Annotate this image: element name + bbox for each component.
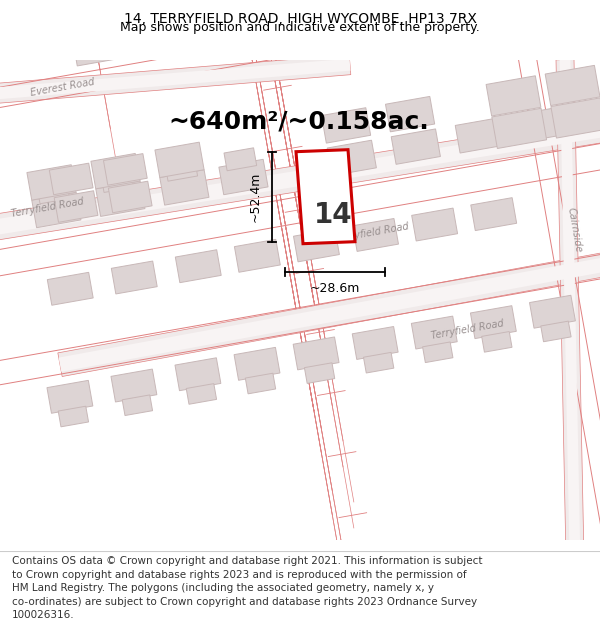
Text: Terryfield Road: Terryfield Road bbox=[335, 221, 409, 244]
Polygon shape bbox=[560, 59, 580, 560]
Polygon shape bbox=[0, 59, 350, 101]
Text: to Crown copyright and database rights 2023 and is reproduced with the permissio: to Crown copyright and database rights 2… bbox=[12, 570, 467, 580]
Polygon shape bbox=[455, 118, 505, 153]
Polygon shape bbox=[265, 1, 308, 32]
Polygon shape bbox=[412, 208, 458, 241]
Polygon shape bbox=[541, 321, 571, 342]
Polygon shape bbox=[412, 316, 457, 349]
Polygon shape bbox=[245, 373, 275, 394]
Polygon shape bbox=[112, 261, 157, 294]
Polygon shape bbox=[556, 59, 584, 560]
Polygon shape bbox=[545, 66, 600, 106]
Polygon shape bbox=[422, 342, 453, 362]
Text: 100026316.: 100026316. bbox=[12, 611, 74, 621]
Polygon shape bbox=[234, 348, 280, 380]
Polygon shape bbox=[58, 406, 89, 427]
Text: Everest Road: Everest Road bbox=[30, 77, 96, 98]
Polygon shape bbox=[486, 76, 541, 116]
Polygon shape bbox=[551, 98, 600, 138]
Polygon shape bbox=[165, 158, 197, 181]
Polygon shape bbox=[391, 129, 440, 164]
Polygon shape bbox=[160, 170, 209, 205]
Polygon shape bbox=[111, 369, 157, 402]
Polygon shape bbox=[59, 254, 600, 372]
Polygon shape bbox=[73, 34, 116, 66]
Polygon shape bbox=[47, 381, 93, 413]
Polygon shape bbox=[224, 148, 257, 171]
Text: 14: 14 bbox=[314, 201, 353, 229]
Polygon shape bbox=[175, 357, 221, 391]
Polygon shape bbox=[27, 165, 76, 200]
Text: ~640m²/~0.158ac.: ~640m²/~0.158ac. bbox=[168, 110, 429, 134]
Text: Map shows position and indicative extent of the property.: Map shows position and indicative extent… bbox=[120, 21, 480, 34]
Polygon shape bbox=[471, 198, 517, 231]
Polygon shape bbox=[304, 362, 335, 383]
Text: Contains OS data © Crown copyright and database right 2021. This information is : Contains OS data © Crown copyright and d… bbox=[12, 556, 482, 566]
Polygon shape bbox=[0, 114, 600, 242]
Text: ~52.4m: ~52.4m bbox=[249, 171, 262, 222]
Text: Terryfield Road: Terryfield Road bbox=[430, 318, 505, 341]
Polygon shape bbox=[49, 163, 93, 195]
Polygon shape bbox=[293, 337, 339, 370]
Text: co-ordinates) are subject to Crown copyright and database rights 2023 Ordnance S: co-ordinates) are subject to Crown copyr… bbox=[12, 597, 477, 607]
Polygon shape bbox=[47, 272, 93, 305]
Polygon shape bbox=[530, 295, 575, 328]
Text: 14, TERRYFIELD ROAD, HIGH WYCOMBE, HP13 7RX: 14, TERRYFIELD ROAD, HIGH WYCOMBE, HP13 … bbox=[124, 12, 476, 26]
Polygon shape bbox=[109, 181, 152, 213]
Polygon shape bbox=[482, 331, 512, 352]
Polygon shape bbox=[186, 384, 217, 404]
Polygon shape bbox=[32, 192, 81, 228]
Polygon shape bbox=[201, 12, 245, 43]
Polygon shape bbox=[0, 119, 600, 238]
Polygon shape bbox=[322, 107, 371, 143]
Polygon shape bbox=[122, 395, 152, 416]
Polygon shape bbox=[101, 169, 134, 192]
Polygon shape bbox=[492, 108, 547, 149]
Polygon shape bbox=[175, 250, 221, 282]
Polygon shape bbox=[364, 352, 394, 373]
Polygon shape bbox=[352, 326, 398, 359]
Polygon shape bbox=[329, 0, 373, 21]
Polygon shape bbox=[470, 306, 517, 339]
Polygon shape bbox=[327, 140, 376, 176]
Polygon shape bbox=[235, 239, 280, 272]
Polygon shape bbox=[103, 154, 147, 185]
Polygon shape bbox=[0, 55, 351, 104]
Polygon shape bbox=[37, 181, 70, 204]
Polygon shape bbox=[293, 229, 340, 262]
Polygon shape bbox=[58, 250, 600, 376]
Polygon shape bbox=[91, 154, 140, 189]
Polygon shape bbox=[353, 219, 398, 251]
Polygon shape bbox=[219, 159, 268, 195]
Polygon shape bbox=[137, 23, 181, 54]
Polygon shape bbox=[519, 106, 568, 142]
Polygon shape bbox=[385, 96, 434, 132]
Polygon shape bbox=[54, 191, 98, 222]
Polygon shape bbox=[296, 149, 355, 244]
Polygon shape bbox=[96, 181, 145, 216]
Text: ~28.6m: ~28.6m bbox=[310, 282, 360, 294]
Text: HM Land Registry. The polygons (including the associated geometry, namely x, y: HM Land Registry. The polygons (includin… bbox=[12, 583, 434, 593]
Polygon shape bbox=[155, 142, 204, 177]
Text: Terryfield Road: Terryfield Road bbox=[10, 196, 85, 219]
Text: Cairnside: Cairnside bbox=[566, 206, 584, 253]
